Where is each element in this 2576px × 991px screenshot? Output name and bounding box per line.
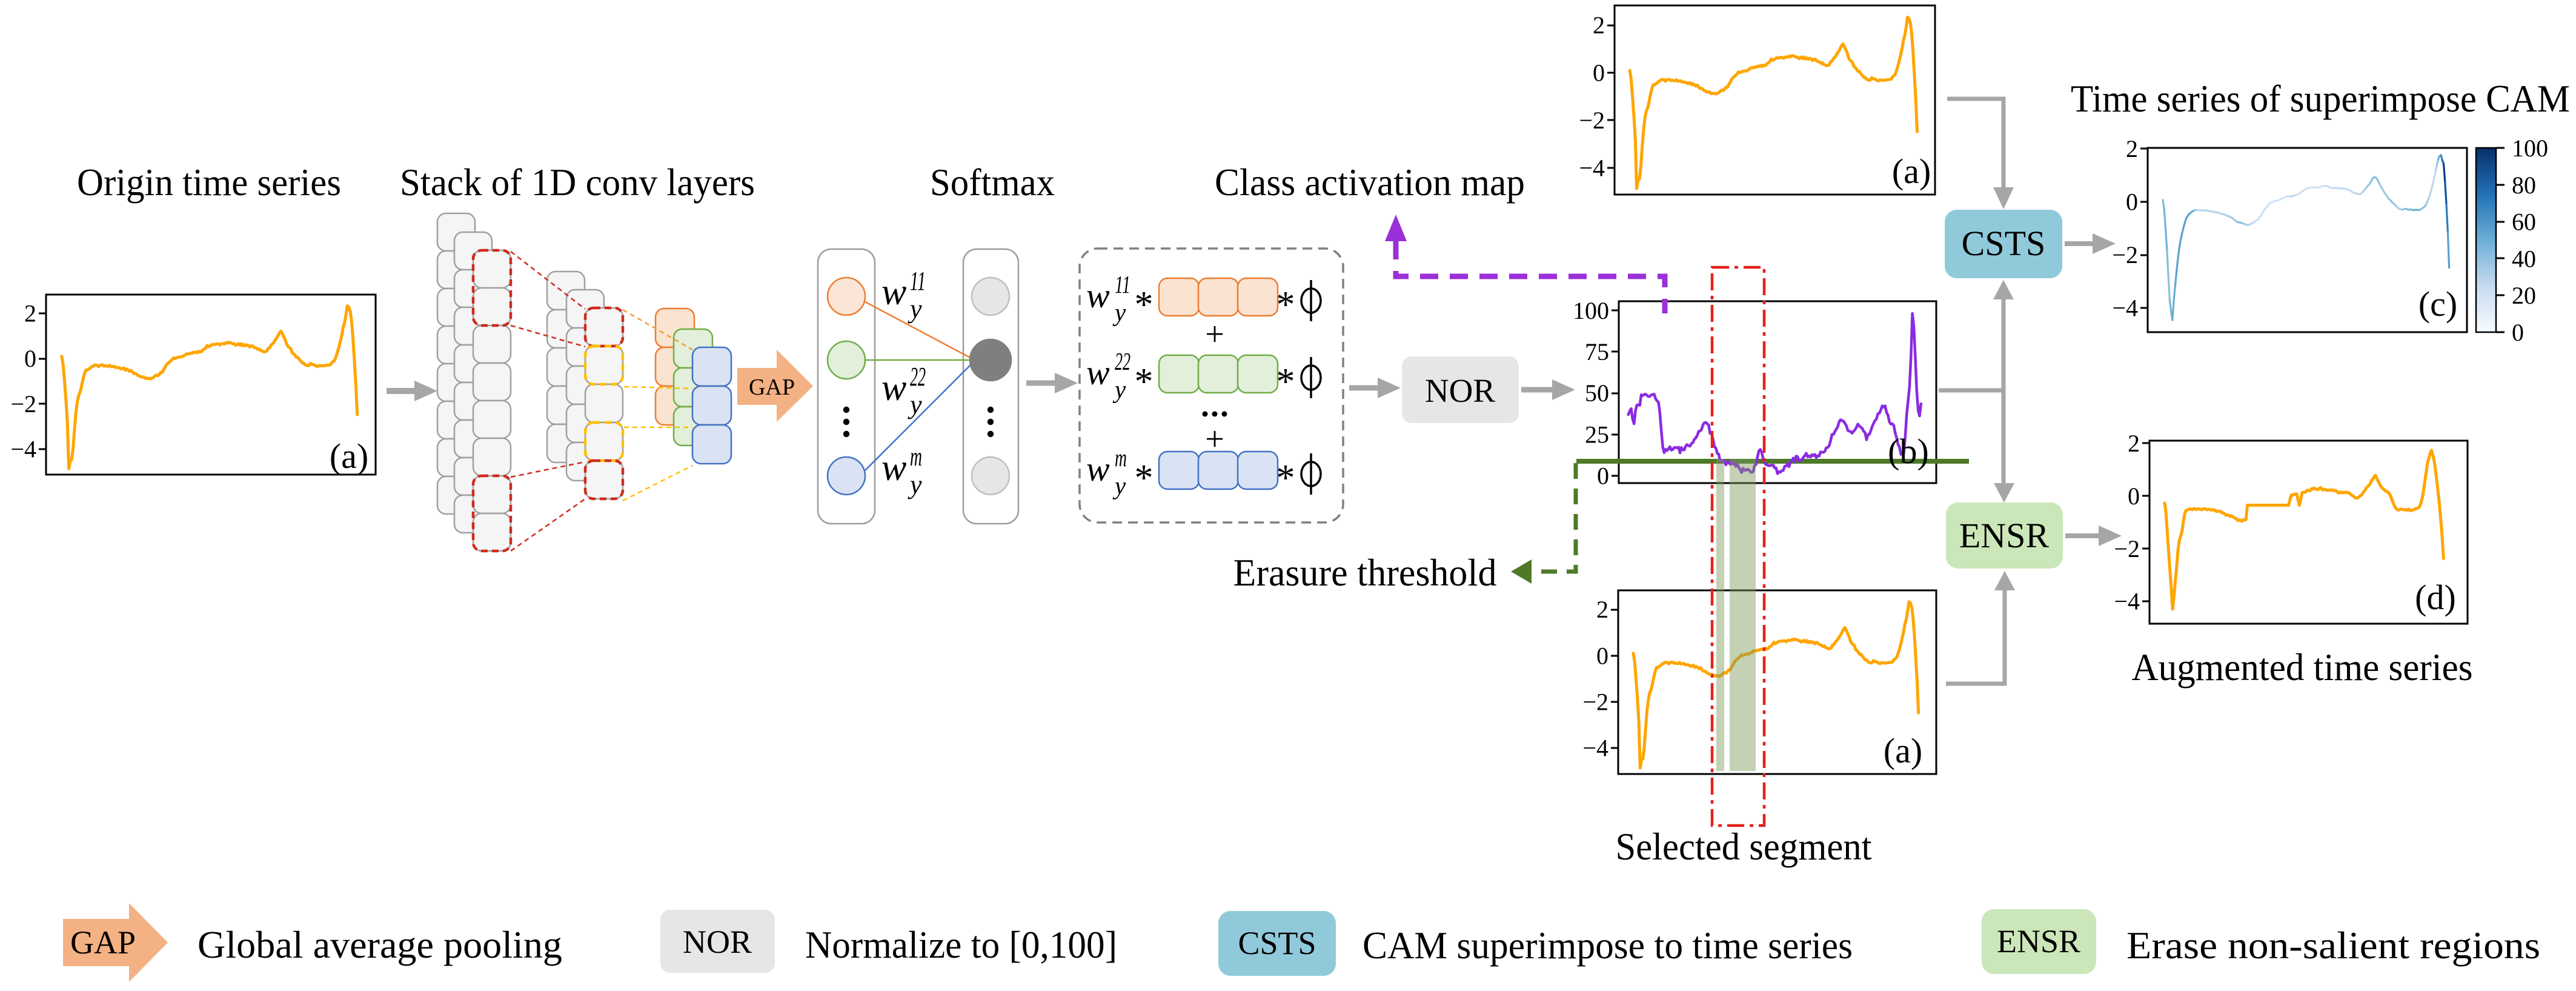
svg-text:22: 22 [1115, 347, 1130, 375]
svg-text:Erase non-salient regions: Erase non-salient regions [2126, 924, 2540, 967]
svg-text:CAM superimpose to time series: CAM superimpose to time series [1363, 924, 1853, 967]
svg-text:w: w [881, 367, 906, 409]
svg-text:GAP: GAP [70, 924, 136, 961]
svg-text:2: 2 [2126, 135, 2138, 162]
svg-text:22: 22 [910, 362, 926, 392]
svg-text:Stack of 1D conv layers: Stack of 1D conv layers [400, 161, 755, 204]
svg-text:Normalize to [0,100]: Normalize to [0,100] [805, 923, 1117, 966]
svg-text:y: y [1112, 472, 1126, 499]
svg-text:−4: −4 [2112, 295, 2138, 322]
svg-text:−2: −2 [1582, 688, 1608, 715]
svg-text:(a): (a) [1892, 152, 1931, 191]
svg-text:y: y [908, 294, 922, 324]
svg-text:CSTS: CSTS [1238, 925, 1316, 961]
svg-text:2: 2 [2128, 430, 2140, 457]
svg-text:2: 2 [1593, 12, 1605, 39]
svg-text:25: 25 [1585, 421, 1609, 448]
svg-text:Augmented time series: Augmented time series [2132, 646, 2473, 689]
svg-text:*: * [1135, 361, 1154, 402]
svg-text:(b): (b) [1888, 432, 1929, 471]
svg-text:−2: −2 [2112, 241, 2138, 269]
svg-text:75: 75 [1585, 338, 1609, 365]
svg-text:*: * [1276, 361, 1295, 402]
svg-text:w: w [881, 447, 906, 489]
svg-text:Erasure threshold: Erasure threshold [1233, 551, 1497, 594]
svg-text:*: * [1135, 284, 1154, 325]
svg-text:2: 2 [1596, 596, 1608, 623]
svg-text:0: 0 [24, 345, 36, 372]
svg-text:(d): (d) [2415, 578, 2456, 617]
svg-text:0: 0 [2128, 482, 2140, 510]
svg-text:*: * [1276, 284, 1295, 325]
svg-text:−4: −4 [10, 435, 36, 462]
svg-text:Global average pooling: Global average pooling [198, 923, 562, 966]
svg-text:w: w [881, 272, 906, 313]
svg-text:+: + [1205, 421, 1224, 458]
svg-text:w: w [1086, 276, 1110, 315]
svg-text:ENSR: ENSR [1997, 923, 2080, 959]
svg-text:(c): (c) [2418, 284, 2457, 324]
svg-text:Time series of superimpose CAM: Time series of superimpose CAM [2071, 77, 2570, 120]
svg-text:y: y [908, 390, 922, 419]
svg-text:m: m [1115, 444, 1127, 472]
svg-text:w: w [1086, 449, 1110, 489]
svg-text:GAP: GAP [749, 375, 795, 400]
svg-text:0: 0 [1597, 462, 1609, 490]
svg-text:0: 0 [2512, 319, 2524, 346]
svg-text:−2: −2 [10, 390, 36, 418]
svg-text:*: * [1135, 458, 1154, 499]
svg-text:NOR: NOR [683, 924, 752, 960]
svg-text:100: 100 [1573, 297, 1609, 324]
svg-text:NOR: NOR [1425, 372, 1495, 409]
svg-text:−2: −2 [1579, 107, 1605, 134]
svg-text:11: 11 [1115, 270, 1130, 298]
svg-text:(a): (a) [1884, 731, 1922, 770]
svg-text:m: m [910, 442, 922, 472]
svg-text:100: 100 [2512, 135, 2548, 162]
svg-text:11: 11 [910, 266, 926, 296]
svg-text:*: * [1276, 458, 1295, 499]
svg-text:y: y [1112, 375, 1126, 403]
svg-text:0: 0 [2126, 189, 2138, 216]
svg-text:60: 60 [2512, 209, 2536, 236]
svg-text:50: 50 [1585, 379, 1609, 407]
svg-text:ENSR: ENSR [1959, 516, 2050, 555]
svg-text:2: 2 [24, 300, 36, 327]
svg-text:y: y [1112, 298, 1126, 326]
svg-text:Softmax: Softmax [930, 161, 1055, 204]
svg-text:−4: −4 [1582, 735, 1608, 762]
svg-text:−2: −2 [2114, 535, 2140, 562]
svg-text:Selected segment: Selected segment [1616, 825, 1872, 868]
svg-text:−4: −4 [2114, 588, 2140, 615]
svg-text:CSTS: CSTS [1962, 224, 2046, 263]
svg-text:40: 40 [2512, 245, 2536, 272]
svg-text:0: 0 [1596, 642, 1608, 669]
svg-text:w: w [1086, 353, 1110, 392]
svg-text:y: y [908, 470, 922, 499]
svg-text:(a): (a) [330, 436, 368, 476]
svg-text:−4: −4 [1579, 154, 1605, 181]
svg-text:Origin time series: Origin time series [77, 161, 341, 204]
svg-text:80: 80 [2512, 172, 2536, 199]
svg-text:20: 20 [2512, 282, 2536, 309]
svg-text:0: 0 [1593, 59, 1605, 87]
svg-text:Class activation map: Class activation map [1215, 161, 1525, 204]
svg-text:+: + [1205, 316, 1224, 353]
